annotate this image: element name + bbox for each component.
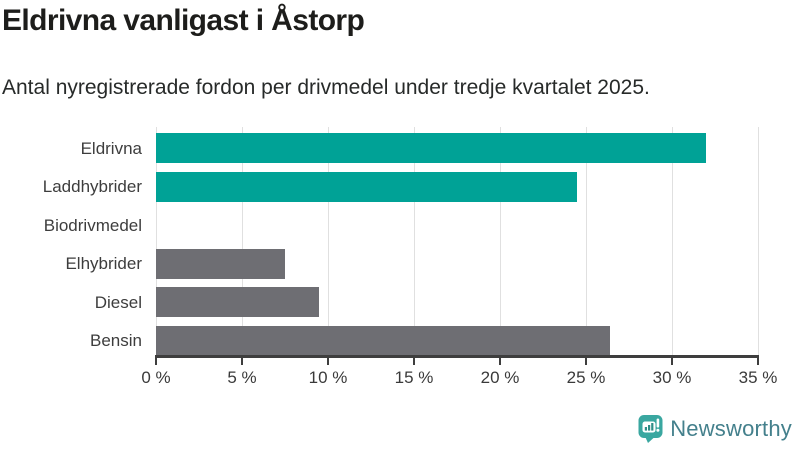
newsworthy-logo-text: Newsworthy — [670, 415, 792, 441]
category-label-bensin: Bensin — [90, 331, 142, 351]
x-axis-tick-10 — [327, 356, 329, 365]
x-axis-tick-5 — [241, 356, 243, 365]
gridline-0 — [156, 127, 157, 356]
x-axis-tick-15 — [413, 356, 415, 365]
gridline-20 — [500, 127, 501, 356]
x-axis-tick-20 — [499, 356, 501, 365]
x-axis-tick-label-35: 35 % — [738, 368, 778, 387]
x-axis-tick-25 — [585, 356, 587, 365]
category-label-biodrivmedel: Biodrivmedel — [43, 215, 142, 235]
bar-eldrivna — [156, 133, 707, 163]
newsworthy-logo-icon — [638, 415, 663, 443]
category-label-elhybrider: Elhybrider — [65, 254, 142, 274]
gridline-30 — [672, 127, 673, 356]
x-axis-tick-label-15: 15 % — [394, 368, 434, 387]
x-axis-line — [155, 355, 759, 358]
gridline-25 — [586, 127, 587, 356]
x-axis-tick-label-30: 30 % — [652, 368, 692, 387]
newsworthy-logo: Newsworthy — [638, 414, 792, 443]
chart-title: Eldrivna vanligast i Åstorp — [2, 4, 365, 37]
x-axis-tick-label-20: 20 % — [480, 368, 520, 387]
bar-diesel — [156, 287, 320, 318]
category-label-diesel: Diesel — [94, 292, 142, 312]
gridline-35 — [758, 127, 759, 356]
x-axis-tick-label-10: 10 % — [308, 368, 348, 387]
gridline-5 — [242, 127, 243, 356]
x-axis-tick-0 — [155, 356, 157, 365]
bar-bensin — [156, 325, 611, 356]
x-axis-tick-30 — [671, 356, 673, 365]
x-axis-tick-label-25: 25 % — [566, 368, 606, 387]
x-axis-tick-label-5: 5 % — [227, 368, 257, 387]
category-label-laddhybrider: Laddhybrider — [42, 177, 142, 197]
category-label-eldrivna: Eldrivna — [80, 138, 142, 158]
chart-subtitle: Antal nyregistrerade fordon per drivmede… — [2, 76, 650, 99]
gridline-10 — [328, 127, 329, 356]
x-axis-tick-label-0: 0 % — [141, 368, 171, 387]
bar-chart-plot-area: Eldrivna Laddhybrider Biodrivmedel Elhybrid… — [0, 127, 800, 397]
x-axis-tick-35 — [757, 356, 759, 365]
bar-elhybrider — [156, 248, 285, 279]
gridline-15 — [414, 127, 415, 356]
bar-laddhybrider — [156, 171, 578, 202]
